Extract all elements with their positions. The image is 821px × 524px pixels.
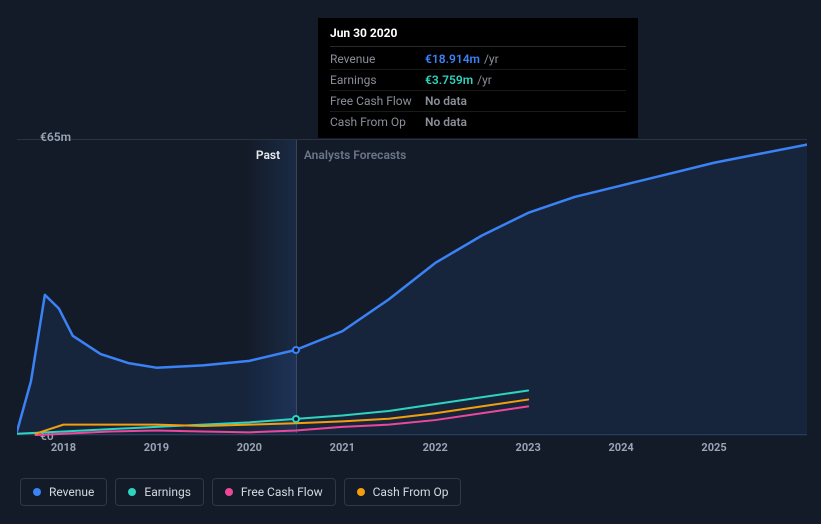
legend-dot (33, 488, 41, 496)
legend-item-earnings[interactable]: Earnings (115, 478, 204, 506)
tooltip-date: Jun 30 2020 (330, 26, 626, 47)
tooltip-row-value: €18.914m/yr (425, 52, 499, 66)
x-tick: 2024 (608, 441, 633, 454)
legend-dot (225, 488, 233, 496)
tooltip-row-unit: /yr (484, 52, 499, 66)
legend: Revenue Earnings Free Cash Flow Cash From O… (20, 478, 461, 506)
legend-label: Revenue (49, 485, 94, 499)
legend-dot (357, 488, 365, 496)
tooltip-row: Earnings€3.759m/yr (330, 70, 626, 91)
area-revenue (17, 145, 807, 436)
x-tick: 2018 (51, 441, 76, 454)
tooltip-row-value: €3.759m/yr (425, 73, 492, 87)
tooltip-rows: Revenue€18.914m/yrEarnings€3.759m/yrFree… (330, 49, 626, 132)
legend-dot (128, 488, 136, 496)
x-tick: 2022 (423, 441, 448, 454)
x-tick: 2021 (330, 441, 355, 454)
x-axis-ticks: 2018 2019 2020 2021 2022 2023 2024 2025 (17, 441, 807, 457)
tooltip-row: Cash From OpNo data (330, 112, 626, 132)
tooltip-row-label: Cash From Op (330, 115, 425, 129)
x-tick: 2020 (237, 441, 262, 454)
tooltip-row: Revenue€18.914m/yr (330, 49, 626, 70)
tooltip-row-value: No data (425, 115, 467, 129)
x-tick: 2019 (144, 441, 169, 454)
tooltip-row-label: Free Cash Flow (330, 94, 425, 108)
tooltip-row: Free Cash FlowNo data (330, 91, 626, 112)
legend-item-revenue[interactable]: Revenue (20, 478, 107, 506)
tooltip-row-label: Earnings (330, 73, 425, 87)
tooltip: Jun 30 2020 Revenue€18.914m/yrEarnings€3… (318, 18, 638, 138)
tooltip-row-unit: /yr (477, 73, 492, 87)
legend-label: Earnings (144, 485, 191, 499)
legend-label: Cash From Op (373, 485, 449, 499)
legend-item-cash-from-op[interactable]: Cash From Op (344, 478, 462, 506)
x-tick: 2023 (516, 441, 541, 454)
legend-label: Free Cash Flow (241, 485, 323, 499)
plot-svg[interactable] (17, 140, 807, 436)
tooltip-row-value: No data (425, 94, 467, 108)
highlight-dot-revenue (292, 346, 300, 354)
tooltip-row-label: Revenue (330, 52, 425, 66)
x-tick: 2025 (701, 441, 726, 454)
highlight-dot-earnings (292, 415, 300, 423)
legend-item-free-cash-flow[interactable]: Free Cash Flow (212, 478, 336, 506)
